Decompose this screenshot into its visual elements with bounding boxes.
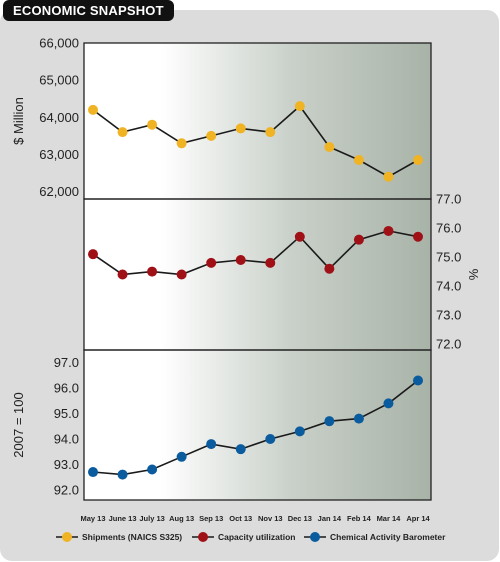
legend-label: Chemical Activity Barometer [330, 532, 446, 542]
x-tick-label: Dec 13 [288, 514, 312, 523]
data-point [235, 444, 246, 455]
y-tick-label: 77.0 [436, 192, 461, 207]
data-point [413, 375, 423, 386]
data-point [353, 155, 364, 165]
x-tick-label: May 13 [80, 514, 105, 523]
y-tick-label: 74.0 [436, 279, 461, 294]
y-tick-label: 65,000 [39, 73, 79, 88]
data-point [206, 257, 217, 268]
y-tick-label: 96.0 [54, 381, 79, 396]
y-tick-label: 92.0 [54, 482, 79, 497]
data-point [235, 123, 246, 134]
x-tick-label: Apr 14 [406, 514, 430, 523]
legend-item: Capacity utilization [192, 532, 295, 542]
data-point [117, 269, 128, 280]
x-tick-label: Feb 14 [347, 514, 372, 523]
y-tick-label: 72.0 [436, 337, 461, 352]
data-point [383, 225, 394, 236]
data-point [413, 231, 423, 242]
x-tick-label: Mar 14 [377, 514, 402, 523]
data-point [176, 269, 187, 280]
data-point [324, 263, 335, 274]
x-tick-label: Jan 14 [318, 514, 342, 523]
data-point [324, 416, 335, 427]
data-point [265, 257, 276, 268]
y-tick-label: 64,000 [39, 110, 79, 125]
x-tick-label: Aug 13 [169, 514, 194, 523]
y-axis-label: $ Million [11, 97, 26, 145]
panel-1: 62,000 63,000 64,000 65,000 66,000 $ Million [11, 36, 432, 200]
data-point [353, 234, 364, 245]
data-point [294, 231, 305, 242]
legend-label: Shipments (NAICS S325) [82, 532, 182, 542]
data-point [206, 439, 217, 450]
legend-marker [198, 532, 208, 542]
data-point [88, 467, 98, 478]
legend-item: Chemical Activity Barometer [304, 532, 446, 542]
data-point [147, 464, 158, 475]
data-point [206, 130, 217, 141]
y-axis-label: % [466, 268, 481, 280]
data-point [235, 254, 246, 265]
series-line [92, 104, 419, 178]
data-point [294, 101, 305, 112]
data-point [147, 266, 158, 277]
y-tick-label: 94.0 [54, 431, 79, 446]
x-tick-label: Oct 13 [229, 514, 252, 523]
y-tick-label: 97.0 [54, 355, 79, 370]
data-point [117, 127, 128, 138]
x-tick-label: June 13 [109, 514, 137, 523]
x-tick-label: Sep 13 [199, 514, 223, 523]
y-tick-label: 75.0 [436, 250, 461, 265]
data-point [265, 433, 276, 444]
data-point [324, 142, 335, 152]
section-title: ECONOMIC SNAPSHOT [3, 0, 174, 21]
legend-marker [310, 532, 320, 542]
data-point [176, 138, 187, 149]
legend-label: Capacity utilization [218, 532, 295, 542]
panel-3: 92.0 93.0 94.0 95.0 96.0 97.0 2007 = 100 [11, 349, 432, 501]
panel-2: 72.0 73.0 74.0 75.0 76.0 77.0% [83, 192, 481, 352]
data-point [117, 469, 128, 480]
plot-background [84, 43, 431, 500]
data-point [294, 426, 305, 437]
x-tick-label: July 13 [139, 514, 164, 523]
y-tick-label: 95.0 [54, 406, 79, 421]
y-tick-label: 62,000 [39, 184, 79, 199]
y-tick-label: 93.0 [54, 457, 79, 472]
data-point [88, 104, 98, 115]
data-point [88, 249, 98, 260]
y-tick-label: 73.0 [436, 308, 461, 323]
legend-item: Shipments (NAICS S325) [56, 532, 182, 542]
data-point [147, 119, 158, 130]
data-point [383, 171, 394, 182]
y-tick-label: 63,000 [39, 147, 79, 162]
x-tick-label: Nov 13 [258, 514, 283, 523]
y-tick-label: 76.0 [436, 221, 461, 236]
y-tick-label: 66,000 [39, 36, 79, 51]
data-point [353, 413, 364, 424]
data-point [383, 398, 394, 409]
y-axis-label: 2007 = 100 [11, 392, 26, 457]
legend-marker [62, 532, 72, 542]
panel-border [83, 349, 432, 501]
data-point [176, 451, 187, 462]
data-point [413, 155, 423, 165]
data-point [265, 127, 276, 138]
